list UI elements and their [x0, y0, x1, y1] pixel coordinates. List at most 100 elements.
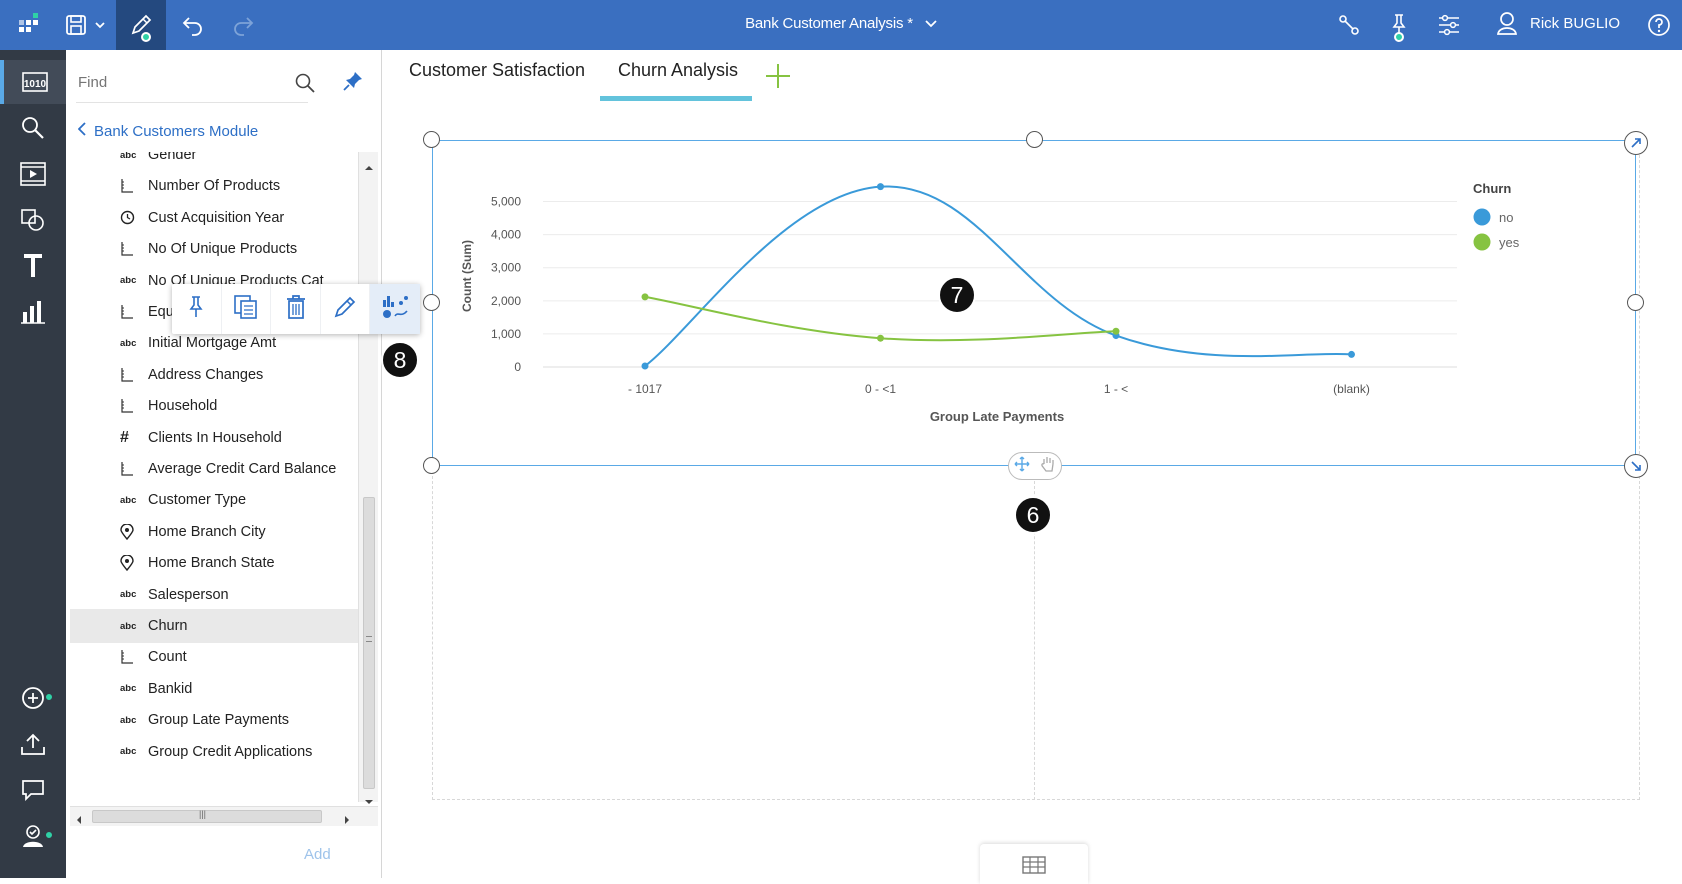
- data-item-row[interactable]: Address Changes: [70, 358, 358, 392]
- back-to-module-link[interactable]: Bank Customers Module: [77, 122, 259, 140]
- hand-icon[interactable]: [1040, 455, 1056, 478]
- resize-handle-top-center[interactable]: [1026, 131, 1043, 148]
- data-item-label: No Of Unique Products: [148, 241, 298, 258]
- save-icon[interactable]: [62, 0, 90, 50]
- data-item-row[interactable]: abc Salesperson: [70, 578, 358, 612]
- data-item-label: Household: [148, 398, 218, 415]
- y-axis-title: Count (Sum): [460, 240, 474, 312]
- data-sources-icon[interactable]: 1010: [0, 60, 66, 104]
- document-title[interactable]: Bank Customer Analysis *: [0, 0, 1682, 46]
- data-item-row[interactable]: abc Group Credit Applications: [70, 735, 358, 769]
- user-check-icon[interactable]: [0, 814, 66, 858]
- data-item-row[interactable]: # Clients In Household: [70, 421, 358, 455]
- scroll-thumb[interactable]: |||: [92, 809, 322, 823]
- data-point-no: [1348, 350, 1355, 358]
- data-item-label: Customer Type: [148, 492, 247, 509]
- chart-widget[interactable]: 0 1,000 2,000 3,000 4,000 5,000 - 1017 0 - <1 1 …: [432, 140, 1636, 466]
- data-item-row[interactable]: Home Branch City: [70, 515, 358, 549]
- add-tab-icon[interactable]: [764, 62, 792, 95]
- data-item-label: Clients In Household: [148, 429, 282, 446]
- resize-handle-top-left[interactable]: [423, 131, 440, 148]
- scroll-down-icon[interactable]: [364, 792, 374, 810]
- data-item-row[interactable]: abc Customer Type: [70, 483, 358, 517]
- scroll-thumb[interactable]: [363, 497, 375, 789]
- vertical-scrollbar[interactable]: [358, 152, 378, 804]
- add-button[interactable]: Add: [304, 846, 331, 863]
- identifier-type-icon: #: [120, 428, 129, 446]
- search-icon[interactable]: [294, 72, 316, 99]
- redo-icon[interactable]: [228, 0, 258, 50]
- data-item-row[interactable]: abc Initial Mortgage Amt: [70, 326, 358, 360]
- explore-icon[interactable]: [0, 106, 66, 150]
- undo-icon[interactable]: [178, 0, 208, 50]
- grip-icon: |||: [199, 809, 207, 819]
- scroll-left-icon[interactable]: [76, 812, 82, 830]
- data-item-row[interactable]: abc Churn: [70, 609, 358, 643]
- delete-button[interactable]: [271, 284, 321, 334]
- data-item-row[interactable]: Count: [70, 640, 358, 674]
- help-icon[interactable]: [1644, 0, 1674, 50]
- data-item-row[interactable]: Home Branch State: [70, 546, 358, 580]
- move-control[interactable]: [1008, 452, 1062, 480]
- data-item-row[interactable]: abc Gender: [70, 152, 358, 172]
- copy-button[interactable]: [222, 284, 272, 334]
- text-type-icon: abc: [120, 337, 137, 349]
- shapes-icon[interactable]: [0, 198, 66, 242]
- resize-handle-middle-left[interactable]: [423, 294, 440, 311]
- text-icon[interactable]: [0, 244, 66, 288]
- series-line-no: [644, 185, 1352, 367]
- edit-mode-button[interactable]: [116, 0, 166, 50]
- y-tick-label: 3,000: [491, 261, 521, 275]
- pin-button[interactable]: [172, 284, 222, 334]
- filters-icon[interactable]: [1434, 0, 1464, 50]
- data-tray-toggle[interactable]: [980, 844, 1088, 884]
- copy-icon: [233, 294, 259, 325]
- callout-badge-7: 7: [938, 276, 976, 314]
- upload-icon[interactable]: [0, 722, 66, 766]
- horizontal-scrollbar[interactable]: |||: [70, 806, 378, 826]
- tab-customer-satisfaction[interactable]: Customer Satisfaction: [409, 60, 586, 80]
- resize-corner-icon[interactable]: [1624, 454, 1648, 478]
- move-icon[interactable]: [1014, 456, 1030, 477]
- resize-handle-bottom-left[interactable]: [423, 457, 440, 474]
- legend-label-yes: yes: [1499, 235, 1520, 250]
- comment-icon[interactable]: [0, 768, 66, 812]
- measure-type-icon: [120, 398, 146, 414]
- app-grid-icon[interactable]: [14, 0, 44, 50]
- status-dot: [141, 32, 151, 42]
- chevron-down-icon[interactable]: [925, 15, 937, 32]
- pin-icon[interactable]: [342, 70, 364, 97]
- create-visualization-button[interactable]: [370, 284, 421, 334]
- data-item-row[interactable]: Number Of Products: [70, 169, 358, 203]
- data-item-row[interactable]: Household: [70, 389, 358, 423]
- text-type-icon: abc: [120, 494, 137, 506]
- video-icon[interactable]: [0, 152, 66, 196]
- data-item-row[interactable]: Cust Acquisition Year: [70, 201, 358, 235]
- resize-handle-middle-right[interactable]: [1627, 294, 1644, 311]
- measure-type-icon: [120, 461, 146, 477]
- find-input[interactable]: [78, 74, 278, 91]
- edit-button[interactable]: [321, 284, 371, 334]
- user-menu[interactable]: Rick BUGLIO: [1496, 0, 1620, 46]
- data-item-row[interactable]: No Of Unique Products: [70, 232, 358, 266]
- scroll-up-icon[interactable]: [364, 158, 374, 176]
- data-item-row[interactable]: Average Credit Card Balance: [70, 452, 358, 486]
- data-item-label: Address Changes: [148, 366, 264, 383]
- data-item-row[interactable]: abc Bankid: [70, 672, 358, 706]
- add-icon[interactable]: [0, 676, 66, 720]
- scroll-right-icon[interactable]: [344, 812, 350, 830]
- visualizations-icon[interactable]: [0, 290, 66, 334]
- module-name: Bank Customers Module: [94, 122, 259, 140]
- tab-churn-analysis[interactable]: Churn Analysis: [618, 60, 739, 80]
- connect-icon[interactable]: [1334, 0, 1364, 50]
- x-tick-label: - 1017: [628, 382, 662, 396]
- pin-icon[interactable]: [1384, 0, 1414, 50]
- expand-icon[interactable]: [1624, 131, 1648, 155]
- y-tick-label: 4,000: [491, 228, 521, 242]
- chevron-down-icon[interactable]: [92, 0, 108, 50]
- clock-type-icon: [120, 210, 146, 225]
- legend-swatch-yes: [1473, 233, 1491, 251]
- visualization-icon: [381, 294, 409, 325]
- line-chart: 0 1,000 2,000 3,000 4,000 5,000 - 1017 0 - <1 1 …: [460, 181, 1520, 424]
- data-item-row[interactable]: abc Group Late Payments: [70, 703, 358, 737]
